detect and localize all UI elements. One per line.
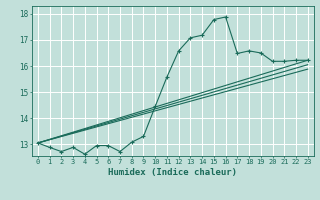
X-axis label: Humidex (Indice chaleur): Humidex (Indice chaleur) (108, 168, 237, 177)
